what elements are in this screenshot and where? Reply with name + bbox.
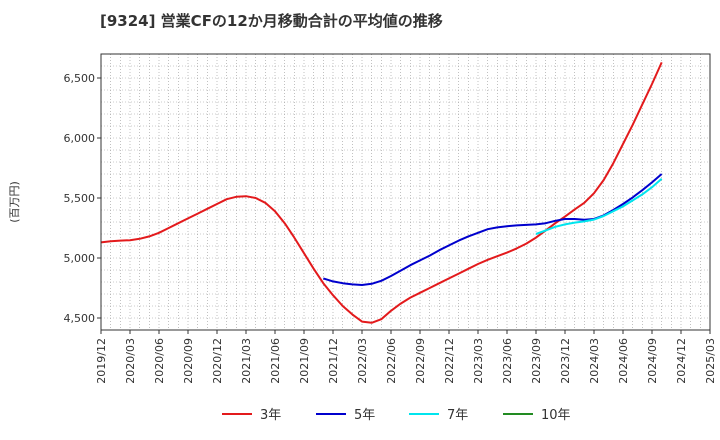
series-line-7年 [535,178,663,235]
plot-frame [100,53,711,331]
x-tick-label: 2022/06 [385,338,398,384]
x-tick-label: 2024/12 [675,338,688,384]
x-tick-label: 2020/03 [124,338,137,384]
x-tick-label: 2024/03 [588,338,601,384]
y-tick-label: 6,000 [64,132,96,145]
y-axis-label: (百万円) [8,181,21,223]
x-tick-label: 2020/12 [211,338,224,384]
x-tick-label: 2021/06 [269,338,282,384]
legend: 3年 5年 7年 10年 [222,408,571,423]
x-tick-label: 2022/03 [356,338,369,384]
x-tick-label: 2022/09 [414,338,427,384]
series-lines [100,61,663,324]
x-tick-label: 2021/03 [240,338,253,384]
x-tick-label: 2022/12 [443,338,456,384]
x-tick-label: 2021/12 [327,338,340,384]
x-tick-label: 2023/03 [472,338,485,384]
series-line-5年 [323,173,663,286]
x-tick-label: 2023/06 [501,338,514,384]
x-tick-label: 2024/06 [617,338,630,384]
legend-label: 3年 [260,408,281,423]
x-tick-label: 2020/09 [182,338,195,384]
x-tick-label: 2023/09 [530,338,543,384]
x-tick-label: 2023/12 [559,338,572,384]
legend-label: 5年 [354,408,375,423]
y-tick-label: 4,500 [64,312,96,325]
x-axis-ticks: 2019/12 2020/03 2020/06 2020/09 2020/12 2021/… [95,330,717,384]
legend-label: 7年 [447,408,468,423]
y-tick-label: 5,000 [64,252,96,265]
chart-title: [9324] 営業CFの12か月移動合計の平均値の推移 [100,12,443,30]
grid [100,53,711,330]
y-axis-ticks: 4,500 5,000 5,500 6,000 6,500 [64,72,101,325]
x-tick-label: 2019/12 [95,338,108,384]
x-tick-label: 2024/09 [646,338,659,384]
y-tick-label: 5,500 [64,192,96,205]
x-tick-label: 2021/09 [298,338,311,384]
legend-label: 10年 [541,408,571,423]
x-tick-label: 2025/03 [704,338,717,384]
series-line-3年 [100,61,663,324]
x-tick-label: 2020/06 [153,338,166,384]
y-tick-label: 6,500 [64,72,96,85]
